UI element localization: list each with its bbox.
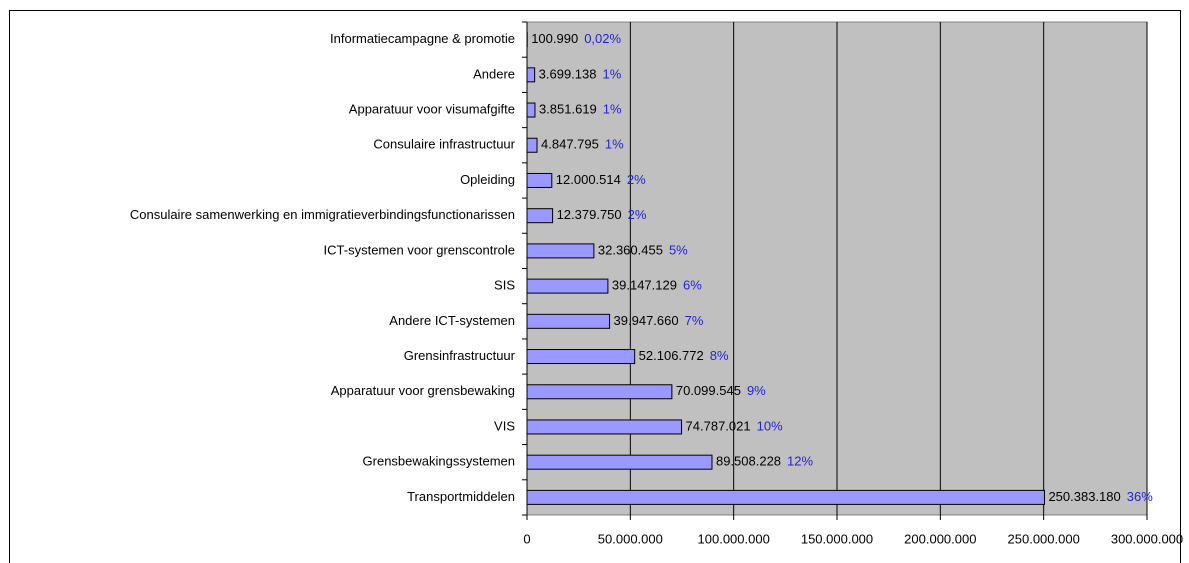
chart-frame — [9, 10, 1181, 563]
y-tick-label: Andere — [473, 66, 515, 81]
percentage-label: 10% — [757, 418, 783, 433]
x-tick-label: 0 — [523, 531, 530, 546]
y-tick-label: Apparatuur voor visumafgifte — [349, 101, 515, 116]
percentage-label: 9% — [747, 383, 766, 398]
x-tick-label: 300.000.000 — [1111, 531, 1183, 546]
percentage-label: 36% — [1127, 489, 1153, 504]
y-tick-label: Consulaire samenwerking en immigratiever… — [130, 207, 515, 222]
y-tick-label: SIS — [494, 278, 515, 293]
value-label: 12.379.750 — [557, 207, 622, 222]
bar — [526, 313, 611, 329]
percentage-label: 12% — [787, 454, 813, 469]
value-label: 70.099.545 — [676, 383, 741, 398]
bar — [526, 208, 554, 224]
bar — [526, 172, 553, 188]
percentage-label: 2% — [627, 172, 646, 187]
bar — [526, 454, 713, 470]
value-label: 100.990 — [531, 31, 578, 46]
value-label: 3.851.619 — [539, 101, 597, 116]
value-label: 39.947.660 — [614, 313, 679, 328]
value-label: 250.383.180 — [1048, 489, 1120, 504]
bar — [526, 67, 536, 83]
y-tick-label: VIS — [494, 418, 515, 433]
y-tick-label: Consulaire infrastructuur — [373, 137, 515, 152]
percentage-label: 8% — [710, 348, 729, 363]
y-tick-label: Grensinfrastructuur — [404, 348, 516, 363]
bar — [526, 384, 673, 400]
value-label: 89.508.228 — [716, 454, 781, 469]
x-tick-label: 50.000.000 — [598, 531, 663, 546]
x-tick-label: 100.000.000 — [698, 531, 770, 546]
bar — [526, 419, 683, 435]
y-tick-label: Andere ICT-systemen — [389, 313, 515, 328]
percentage-label: 1% — [602, 66, 621, 81]
percentage-label: 1% — [605, 137, 624, 152]
bar — [526, 137, 538, 153]
bar — [526, 489, 1045, 505]
bar — [526, 349, 636, 365]
percentage-label: 7% — [685, 313, 704, 328]
value-label: 4.847.795 — [541, 137, 599, 152]
y-tick-label: ICT-systemen voor grenscontrole — [324, 242, 515, 257]
value-label: 3.699.138 — [539, 66, 597, 81]
bar — [526, 243, 595, 259]
value-label: 52.106.772 — [639, 348, 704, 363]
y-tick-label: Transportmiddelen — [407, 489, 515, 504]
bar — [526, 102, 536, 118]
value-label: 74.787.021 — [686, 418, 751, 433]
y-tick-label: Grensbewakingssystemen — [363, 454, 515, 469]
percentage-label: 0,02% — [584, 31, 621, 46]
value-label: 12.000.514 — [556, 172, 621, 187]
y-tick-label: Opleiding — [460, 172, 515, 187]
percentage-label: 6% — [683, 278, 702, 293]
y-tick-label: Informatiecampagne & promotie — [330, 31, 515, 46]
bar — [526, 278, 609, 294]
x-tick-label: 250.000.000 — [1008, 531, 1080, 546]
percentage-label: 1% — [603, 101, 622, 116]
percentage-label: 5% — [669, 242, 688, 257]
x-tick-label: 200.000.000 — [904, 531, 976, 546]
x-tick-label: 150.000.000 — [801, 531, 873, 546]
value-label: 32.360.455 — [598, 242, 663, 257]
y-tick-label: Apparatuur voor grensbewaking — [331, 383, 515, 398]
percentage-label: 2% — [628, 207, 647, 222]
value-label: 39.147.129 — [612, 278, 677, 293]
